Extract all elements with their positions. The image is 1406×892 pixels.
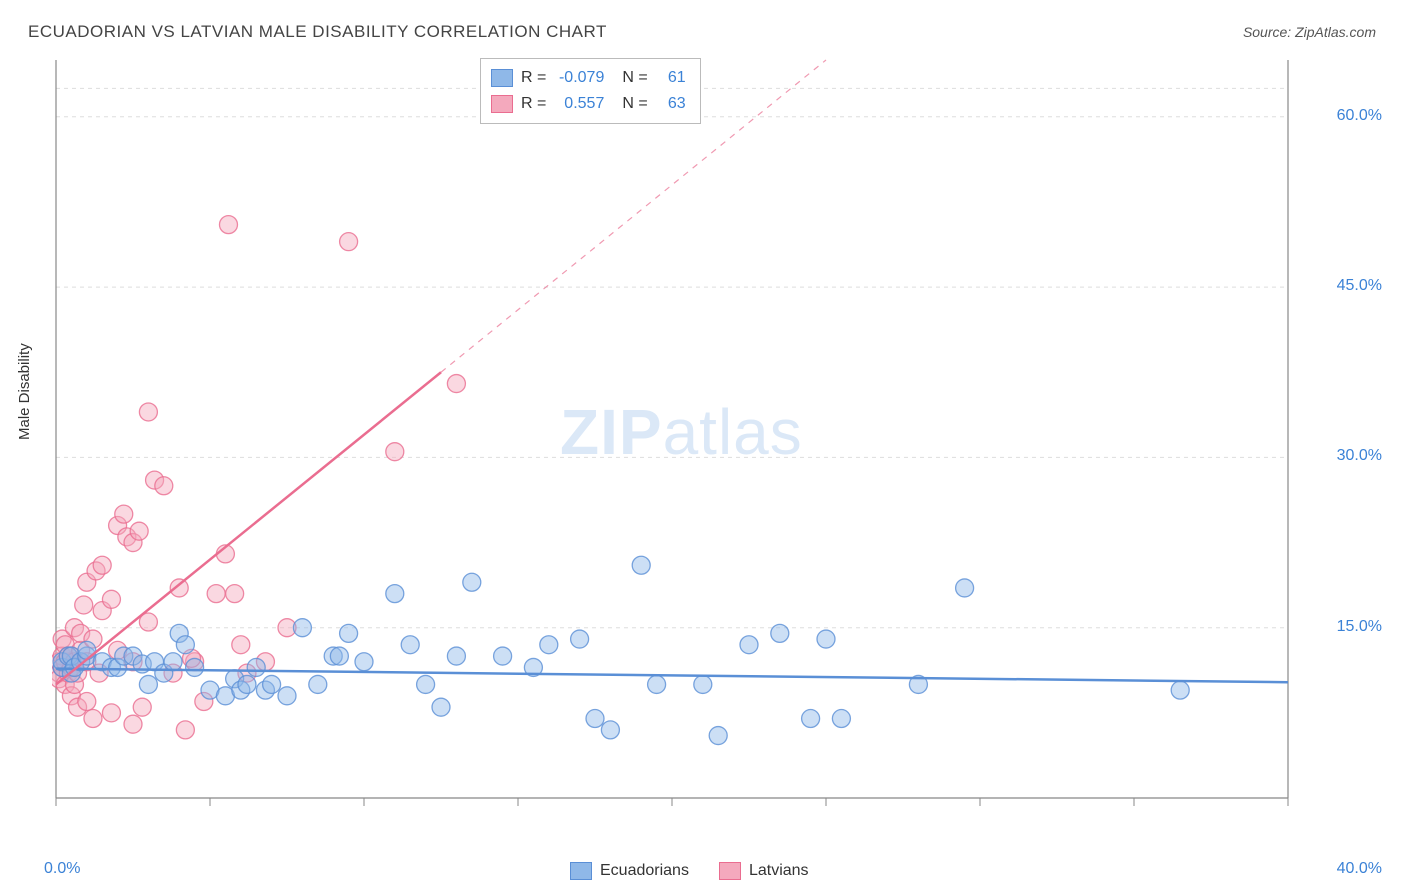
n-value-0: 61 <box>656 69 686 87</box>
stats-legend-row-1: R = 0.557 N = 63 <box>491 91 686 117</box>
chart-title: ECUADORIAN VS LATVIAN MALE DISABILITY CO… <box>28 22 607 42</box>
bottom-legend-item-0: Ecuadorians <box>570 862 689 880</box>
r-value-0: -0.079 <box>554 69 604 87</box>
n-label: N = <box>622 95 647 113</box>
legend-swatch-latvians <box>719 862 741 880</box>
scatter-plot <box>52 56 1338 828</box>
n-label: N = <box>622 69 647 87</box>
bottom-legend: Ecuadorians Latvians <box>570 862 809 880</box>
legend-swatch-ecuadorians <box>570 862 592 880</box>
stats-legend: R = -0.079 N = 61 R = 0.557 N = 63 <box>480 58 701 124</box>
chart-area <box>52 56 1338 828</box>
y-tick-45: 45.0% <box>1337 277 1382 295</box>
bottom-legend-label-0: Ecuadorians <box>600 862 689 880</box>
bottom-legend-item-1: Latvians <box>719 862 809 880</box>
x-tick-0: 0.0% <box>44 860 80 878</box>
y-tick-60: 60.0% <box>1337 107 1382 125</box>
n-value-1: 63 <box>656 95 686 113</box>
y-tick-30: 30.0% <box>1337 447 1382 465</box>
y-tick-15: 15.0% <box>1337 618 1382 636</box>
x-tick-40: 40.0% <box>1337 860 1382 878</box>
legend-swatch-latvians <box>491 95 513 113</box>
bottom-legend-label-1: Latvians <box>749 862 809 880</box>
y-axis-label: Male Disability <box>16 343 33 440</box>
r-value-1: 0.557 <box>554 95 604 113</box>
stats-legend-row-0: R = -0.079 N = 61 <box>491 65 686 91</box>
r-label: R = <box>521 95 546 113</box>
legend-swatch-ecuadorians <box>491 69 513 87</box>
r-label: R = <box>521 69 546 87</box>
source-attribution: Source: ZipAtlas.com <box>1243 24 1376 40</box>
